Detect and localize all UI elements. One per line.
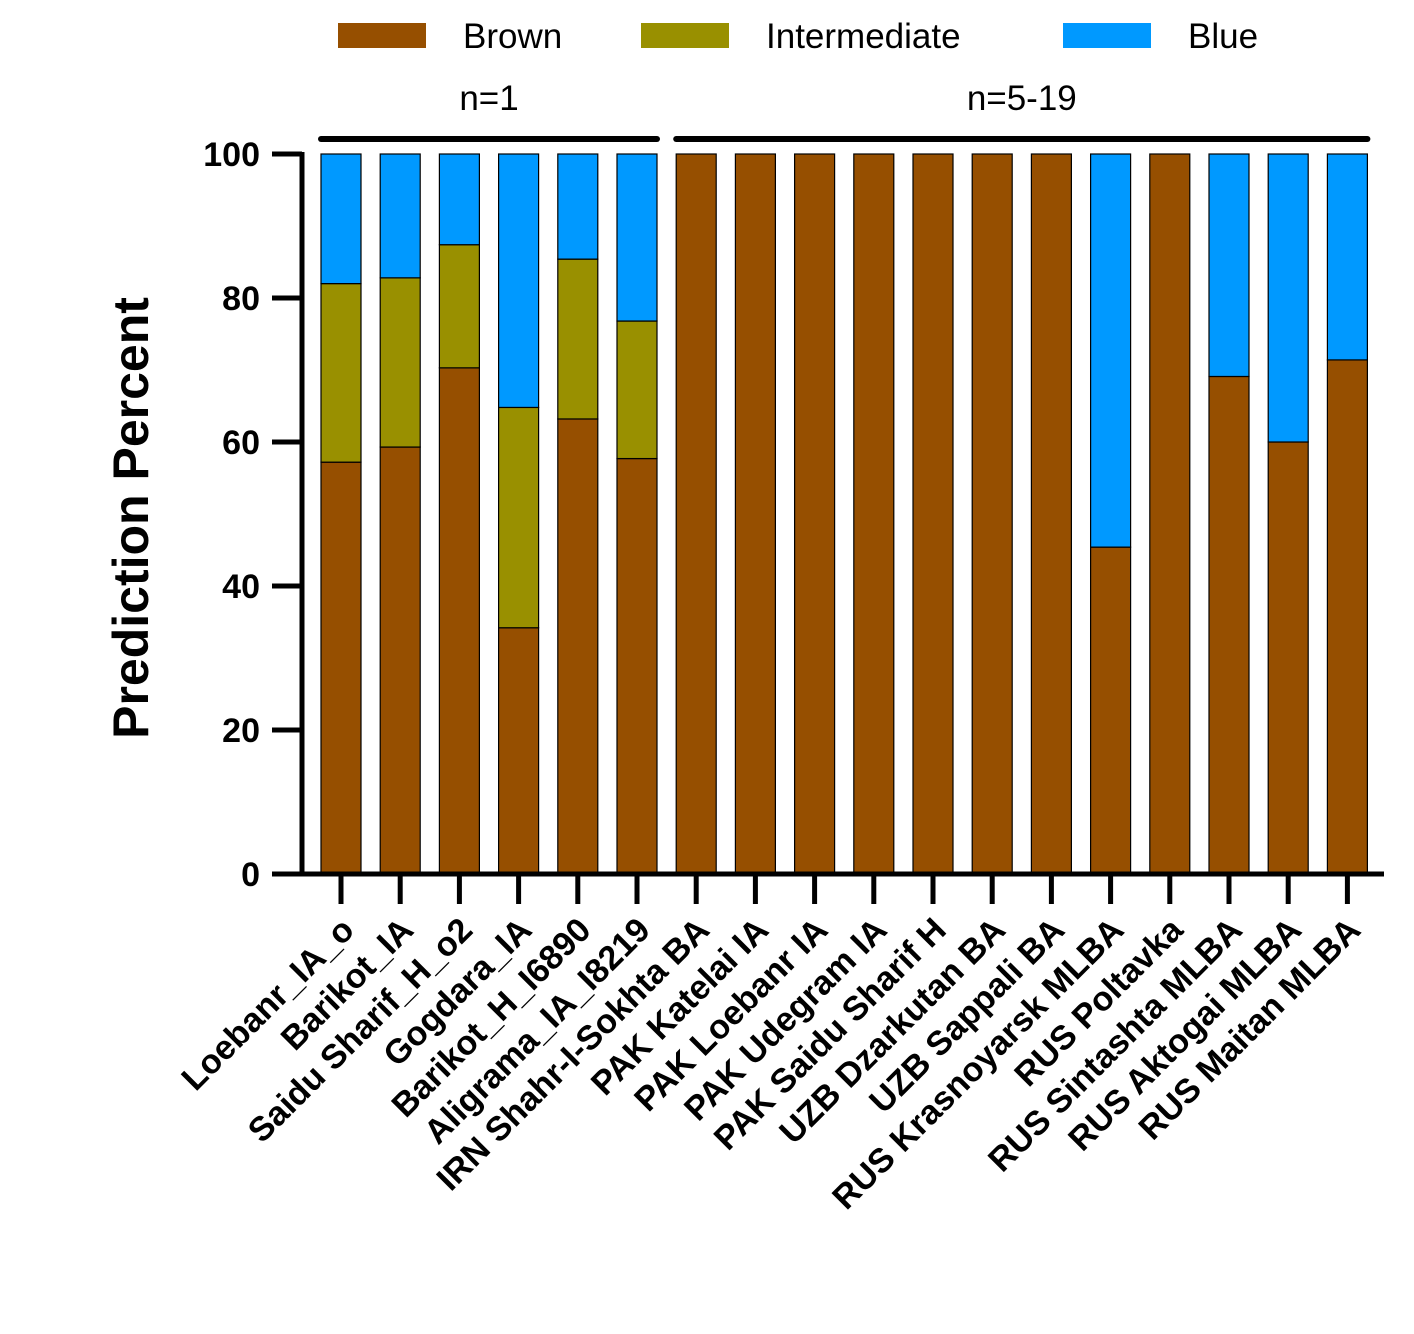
legend-swatch-brown	[338, 23, 426, 48]
y-tick-label: 40	[222, 568, 260, 606]
bar-brown-11	[971, 153, 1013, 875]
legend-label: Intermediate	[766, 17, 961, 56]
bar-brown-16	[1267, 441, 1309, 875]
y-tick-label: 0	[241, 856, 260, 894]
legend-swatch-intermediate	[641, 23, 729, 48]
bar-blue-2	[438, 153, 480, 246]
bar-brown-2	[438, 367, 480, 875]
y-axis-title: Prediction Percent	[103, 297, 159, 739]
bar-blue-3	[498, 153, 540, 409]
bar-intermediate-2	[438, 244, 480, 369]
bar-blue-13	[1089, 153, 1132, 548]
y-tick-label: 80	[222, 280, 260, 318]
bar-brown-5	[616, 457, 658, 875]
bars	[320, 153, 1369, 875]
bar-brown-10	[912, 153, 954, 875]
group-label: n=5-19	[967, 79, 1077, 118]
y-tick-label: 60	[222, 424, 260, 462]
bar-brown-0	[320, 461, 362, 875]
bar-intermediate-5	[616, 320, 658, 460]
bar-brown-14	[1149, 153, 1191, 875]
bar-brown-12	[1030, 153, 1073, 875]
y-tick-label: 100	[203, 136, 260, 174]
bar-blue-16	[1267, 153, 1309, 443]
legend-label: Brown	[463, 17, 562, 56]
bar-brown-7	[734, 153, 777, 875]
bar-blue-15	[1208, 153, 1250, 378]
bar-intermediate-1	[379, 277, 421, 448]
bar-blue-5	[616, 153, 658, 322]
bar-intermediate-3	[498, 406, 540, 629]
bar-blue-1	[379, 153, 421, 279]
bar-blue-4	[557, 153, 599, 260]
bar-brown-8	[793, 153, 836, 875]
bar-brown-3	[498, 627, 540, 875]
bar-brown-9	[853, 153, 895, 875]
bar-blue-17	[1326, 153, 1369, 361]
bar-brown-6	[675, 153, 717, 875]
legend-swatch-blue	[1063, 23, 1151, 48]
bar-brown-13	[1089, 546, 1132, 875]
legend: Brown Intermediate Blue	[338, 17, 1258, 56]
bar-brown-1	[379, 446, 421, 875]
bar-brown-17	[1326, 359, 1369, 875]
group-brackets: n=1 n=5-19	[318, 79, 1371, 142]
group-label: n=1	[459, 79, 518, 118]
bar-intermediate-4	[557, 258, 599, 420]
bar-intermediate-0	[320, 283, 362, 463]
bar-brown-15	[1208, 375, 1250, 875]
legend-label: Blue	[1188, 17, 1258, 56]
bar-brown-4	[557, 418, 599, 875]
bar-blue-0	[320, 153, 362, 285]
y-tick-label: 20	[222, 712, 260, 750]
